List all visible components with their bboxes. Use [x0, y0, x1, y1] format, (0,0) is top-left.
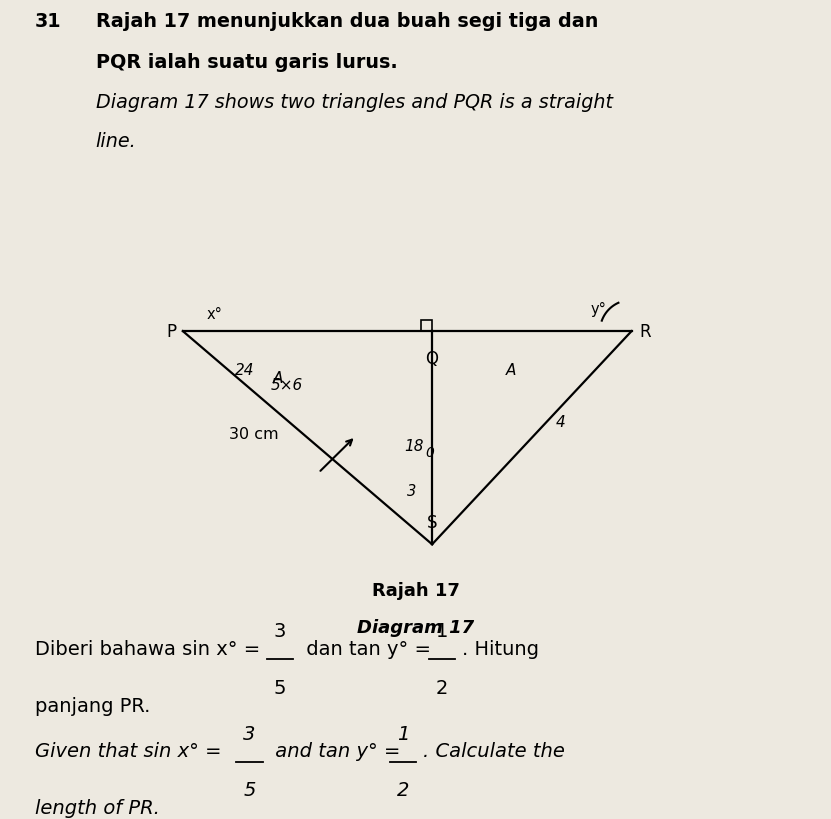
Text: PQR ialah suatu garis lurus.: PQR ialah suatu garis lurus.	[96, 53, 397, 72]
Text: Diagram 17: Diagram 17	[357, 618, 474, 636]
Text: Diagram 17 shows two triangles and PQR is a straight: Diagram 17 shows two triangles and PQR i…	[96, 93, 612, 111]
Text: 4: 4	[556, 414, 566, 429]
Text: 3: 3	[243, 724, 255, 743]
Text: A: A	[506, 363, 516, 378]
Text: Given that sin x° =: Given that sin x° =	[35, 741, 221, 760]
Text: S: S	[427, 514, 437, 532]
Text: 3: 3	[406, 484, 416, 499]
Bar	[421, 321, 432, 332]
Text: 5: 5	[243, 781, 255, 799]
Text: x°: x°	[206, 307, 222, 322]
Text: . Hitung: . Hitung	[462, 639, 539, 658]
Text: 0: 0	[425, 446, 434, 460]
Text: Rajah 17: Rajah 17	[371, 581, 460, 600]
Text: Diberi bahawa sin x° =: Diberi bahawa sin x° =	[35, 639, 260, 658]
Text: . Calculate the: . Calculate the	[423, 741, 565, 760]
Text: 2: 2	[436, 678, 448, 697]
Text: 5×6: 5×6	[271, 378, 302, 392]
Text: 3: 3	[274, 622, 286, 640]
Text: Q: Q	[425, 350, 439, 368]
Text: Rajah 17 menunjukkan dua buah segi tiga dan: Rajah 17 menunjukkan dua buah segi tiga …	[96, 12, 598, 31]
Text: R: R	[640, 323, 652, 341]
Text: 18: 18	[404, 439, 424, 454]
Text: 30 cm: 30 cm	[229, 427, 278, 441]
Text: 24: 24	[235, 363, 255, 378]
Text: P: P	[166, 323, 176, 341]
Text: 31: 31	[35, 12, 61, 31]
Text: panjang PR.: panjang PR.	[35, 696, 150, 715]
Text: A: A	[273, 371, 283, 386]
Text: and tan y° =: and tan y° =	[269, 741, 401, 760]
Text: 5: 5	[273, 678, 287, 697]
Text: line.: line.	[96, 132, 136, 151]
Text: y°: y°	[591, 302, 607, 317]
Text: 2: 2	[397, 781, 409, 799]
Text: length of PR.: length of PR.	[35, 799, 160, 817]
Text: dan tan y° =: dan tan y° =	[300, 639, 431, 658]
Text: 1: 1	[436, 622, 448, 640]
Text: 1: 1	[397, 724, 409, 743]
